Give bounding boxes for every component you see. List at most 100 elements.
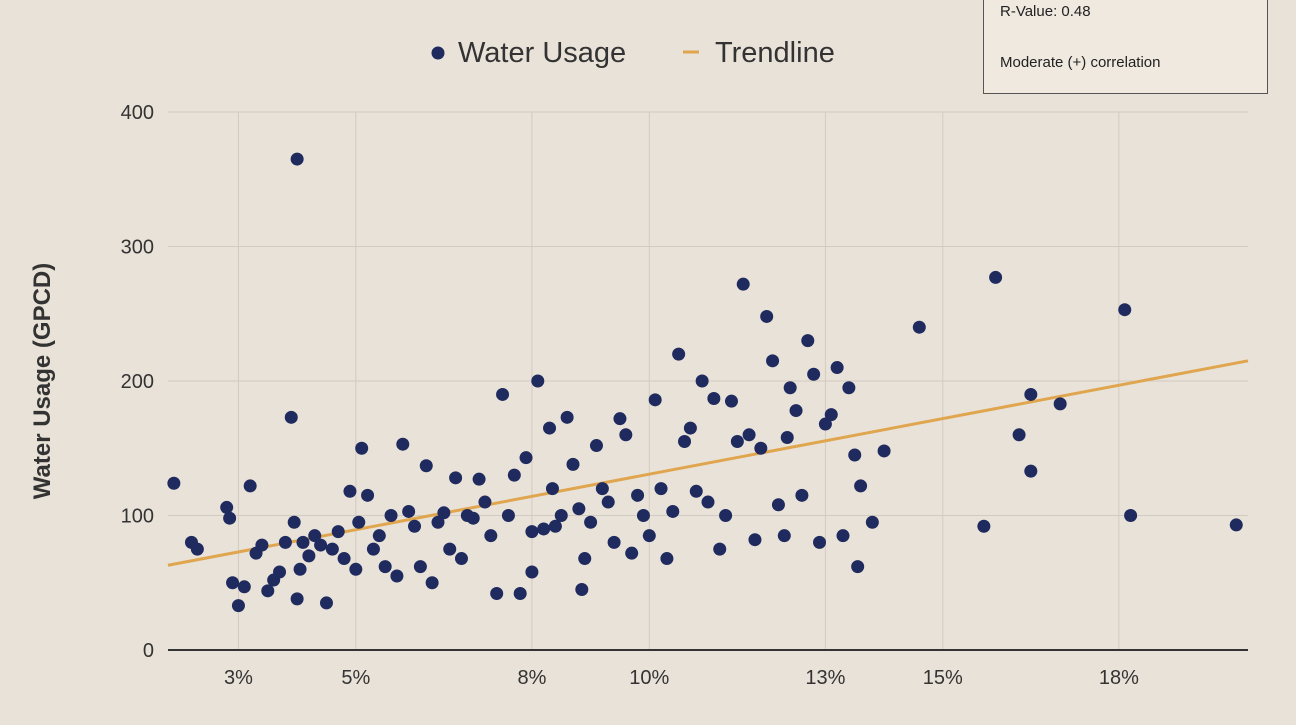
data-point [331,525,345,539]
data-point [554,509,568,522]
data-point [1229,518,1243,532]
data-point [296,535,310,549]
data-point [877,444,891,458]
data-point [625,546,639,560]
data-point [478,495,492,509]
data-point [1024,464,1038,478]
data-point [378,560,392,574]
data-point [977,519,991,533]
data-point [695,374,709,388]
data-point [754,441,768,455]
data-point [584,515,598,529]
data-point [287,515,301,529]
data-point [243,479,257,493]
data-point [1053,397,1067,411]
data-point [519,451,533,465]
data-point [413,560,427,574]
data-point [255,538,269,552]
legend-marker-water-usage [431,46,445,60]
data-point [560,410,574,424]
data-point [631,488,645,502]
data-point [548,519,562,533]
data-point [284,410,298,424]
data-point [443,542,457,556]
data-point [989,270,1003,284]
data-point [419,459,433,473]
data-point [1124,509,1138,522]
trendline [167,359,1249,567]
data-point [789,404,803,418]
data-point [390,569,404,583]
data-point [801,334,815,348]
data-point [619,428,633,442]
data-point [302,549,316,563]
legend-label-water-usage: Water Usage [458,37,626,69]
data-point [190,542,204,556]
data-point [273,565,287,579]
data-point [780,430,794,444]
data-point [566,457,580,471]
data-point [795,488,809,502]
data-point [912,320,926,334]
data-point [290,592,304,606]
data-point [1118,303,1132,317]
data-point [648,393,662,407]
data-point [396,437,410,451]
data-point [384,509,398,522]
data-point [595,482,609,496]
data-point [545,482,559,496]
data-point [437,506,451,520]
correlation-note: Moderate (+) correlation [1000,54,1161,71]
x-tick-label: 18% [1099,667,1139,689]
data-point [678,435,692,449]
y-tick-label: 0 [143,640,154,662]
data-point [231,599,245,613]
data-point [730,435,744,449]
data-point [531,374,545,388]
data-point [319,596,333,610]
data-point [760,309,774,323]
data-point [167,476,181,490]
x-tick-label: 15% [923,667,963,689]
data-point [472,472,486,486]
data-point [355,441,369,455]
y-tick-label: 400 [121,102,154,124]
data-point [748,533,762,547]
data-point [736,277,750,291]
data-point [830,361,844,375]
data-point [807,367,821,381]
data-point [766,354,780,368]
data-point [496,387,510,401]
data-point [261,584,275,598]
data-point [783,381,797,395]
data-point [818,417,832,431]
data-point [572,502,586,516]
data-point [742,428,756,442]
data-point [607,535,621,549]
data-point [308,529,322,543]
data-point [824,408,838,422]
data-point [601,495,615,509]
data-point [293,562,307,576]
data-point [537,522,551,536]
data-point [237,580,251,594]
y-tick-label: 100 [121,506,154,528]
data-point [1024,387,1038,401]
data-point [466,511,480,525]
data-point [349,562,363,576]
data-point [707,391,721,405]
r-value-text: R-Value: 0.48 [1000,3,1091,20]
y-tick-label: 200 [121,371,154,393]
data-point [314,538,328,552]
data-point [713,542,727,556]
data-point [1012,428,1026,442]
y-axis-title: Water Usage (GPCD) [29,263,56,499]
data-point [848,448,862,462]
data-point [654,482,668,496]
data-point [449,471,463,485]
data-point [854,479,868,493]
data-point [361,488,375,502]
data-point [484,529,498,543]
data-point [507,468,521,482]
data-point [366,542,380,556]
